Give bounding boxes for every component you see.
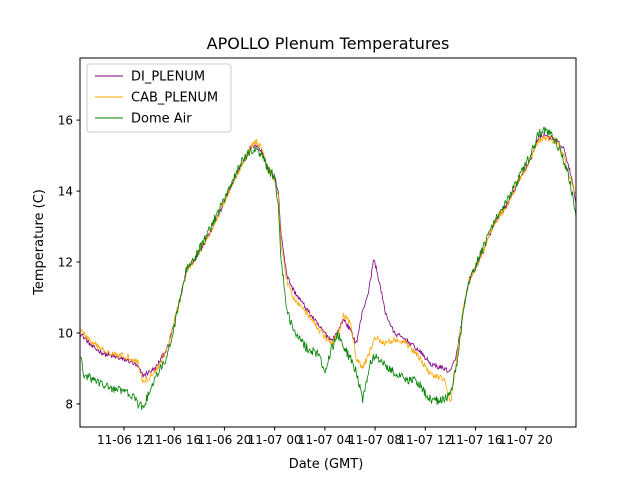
y-tick-label: 14 (58, 185, 73, 199)
x-axis-label: Date (GMT) (289, 457, 364, 472)
y-tick-label: 8 (65, 397, 73, 411)
axes-frame (79, 57, 577, 428)
series-line-dome-air (80, 126, 576, 410)
plot-area (80, 126, 576, 410)
legend-label-dome-air: Dome Air (131, 112, 192, 127)
x-tick-label: 11-07 12 (398, 433, 452, 447)
x-tick-label: 11-07 20 (499, 433, 553, 447)
legend-box (86, 63, 232, 133)
x-tick-label: 11-07 00 (248, 433, 302, 447)
legend-label-cab-plenum: CAB_PLENUM (131, 91, 218, 106)
legend: DI_PLENUM CAB_PLENUM Dome Air (86, 63, 232, 133)
x-tick-label: 11-07 04 (298, 433, 352, 447)
chart-title: APOLLO Plenum Temperatures (207, 34, 450, 53)
y-tick-label: 10 (58, 326, 73, 340)
x-tick-label: 11-06 12 (97, 433, 151, 447)
y-tick-label: 16 (58, 114, 73, 128)
y-tick-label: 12 (58, 256, 73, 270)
y-axis-label: Temperature (C) (32, 189, 47, 296)
x-tick-label: 11-07 08 (348, 433, 402, 447)
legend-label-di-plenum: DI_PLENUM (131, 70, 205, 85)
x-tick-label: 11-06 20 (197, 433, 251, 447)
x-tick-label: 11-07 16 (449, 433, 503, 447)
x-tick-label: 11-06 16 (147, 433, 201, 447)
